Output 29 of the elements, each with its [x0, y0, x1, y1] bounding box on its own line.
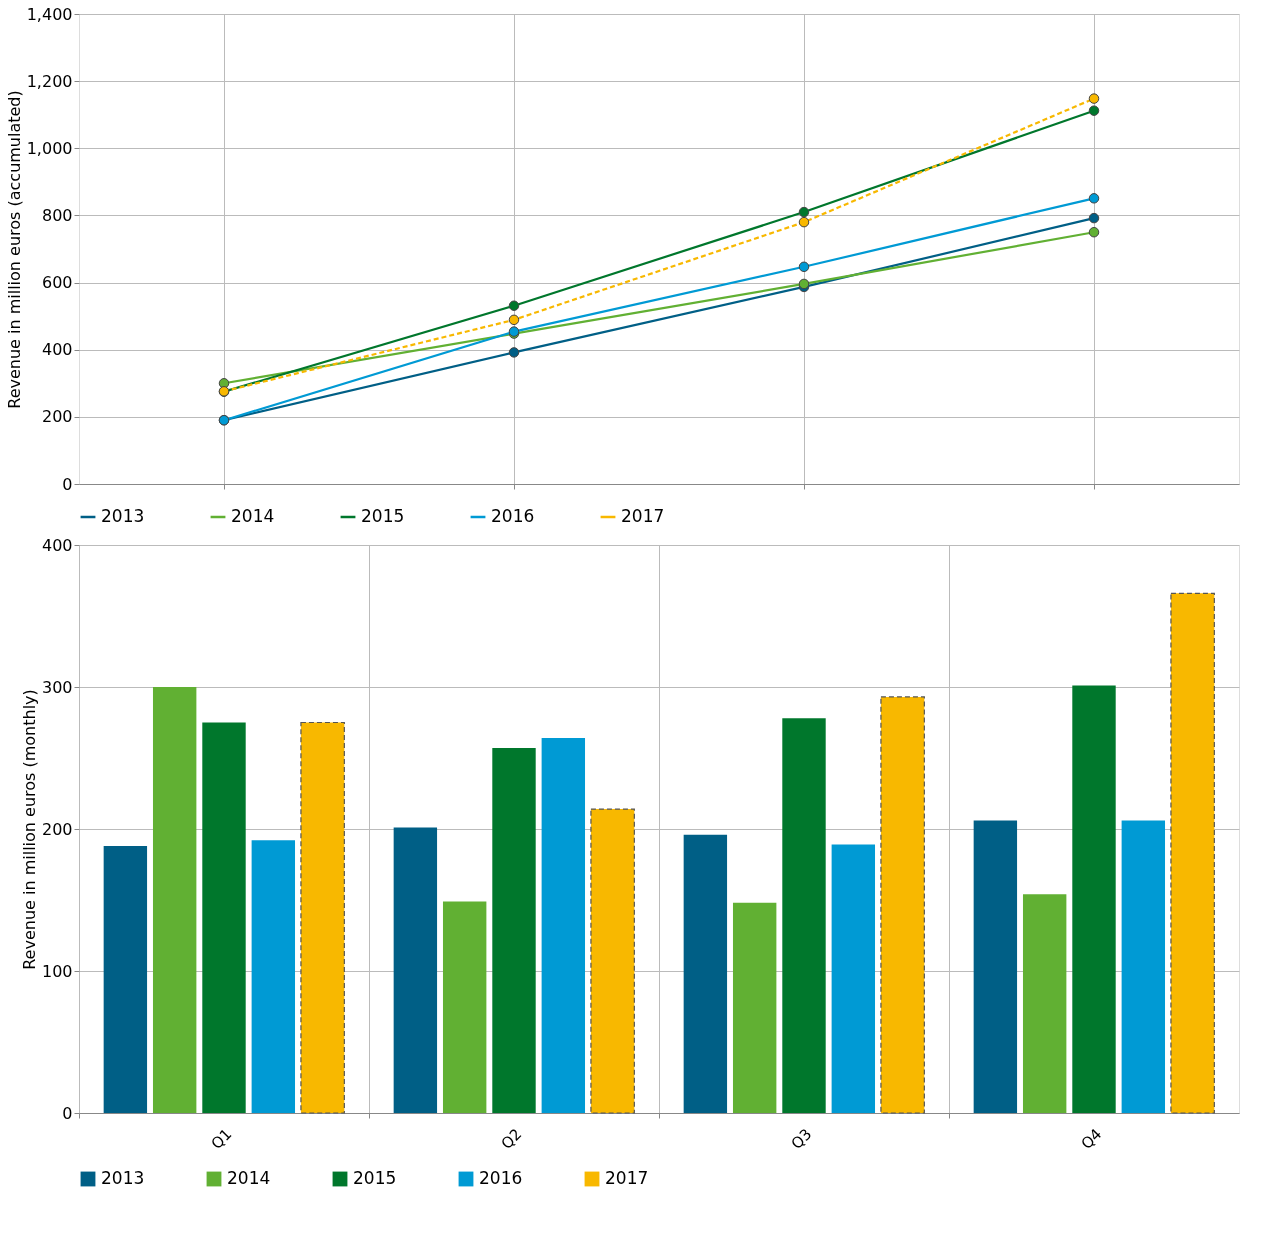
y-tick-label: 1,200: [26, 71, 73, 91]
legend-label: 2014: [227, 1168, 271, 1188]
y-tick-label: 300: [41, 677, 73, 697]
y-axis-title: Revenue in million euros (accumulated): [4, 90, 24, 409]
legend-label: 2013: [101, 506, 145, 526]
y-tick-label: 1,000: [26, 138, 73, 158]
y-tick-label: 800: [41, 205, 73, 225]
x-tick-label: Q2: [497, 1125, 526, 1153]
legend-label: 2017: [621, 506, 665, 526]
legend-label: 2017: [605, 1168, 649, 1188]
y-tick-label: 0: [62, 474, 73, 494]
legend-label: 2015: [361, 506, 405, 526]
y-tick-label: 600: [41, 273, 73, 293]
legend-label: 2013: [101, 1168, 145, 1188]
y-tick-label: 100: [41, 961, 73, 981]
y-tick-label: 200: [41, 407, 73, 427]
legend-label: 2016: [491, 506, 535, 526]
y-tick-label: 1,400: [26, 4, 73, 24]
x-tick-label: Q3: [787, 1125, 816, 1153]
y-axis-title: Revenue in million euros (monthly): [19, 689, 39, 970]
y-tick-label: 400: [41, 340, 73, 360]
y-tick-label: 400: [41, 535, 73, 555]
legend-label: 2016: [479, 1168, 523, 1188]
y-tick-label: 200: [41, 819, 73, 839]
legend-label: 2015: [353, 1168, 397, 1188]
legend-label: 2014: [231, 506, 275, 526]
y-tick-label: 0: [62, 1103, 73, 1123]
x-tick-label: Q1: [207, 1125, 236, 1153]
x-tick-label: Q4: [1077, 1125, 1106, 1153]
